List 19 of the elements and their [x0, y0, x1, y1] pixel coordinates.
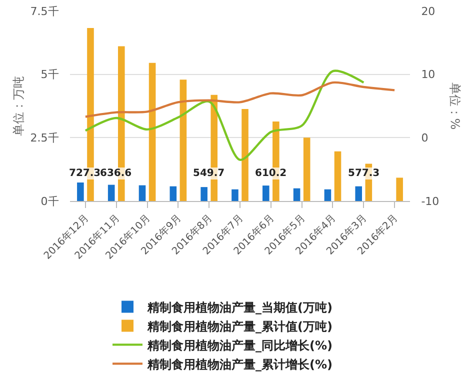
- y2-tick-label: 0: [421, 132, 428, 145]
- legend-label: 精制食用植物油产量_同比增长(%): [146, 338, 332, 352]
- y2-tick-label: -10: [421, 194, 440, 208]
- legend-label: 精制食用植物油产量_当期值(万吨): [146, 300, 332, 314]
- annotation: 636.6: [100, 168, 132, 179]
- annotation: 577.3: [348, 168, 380, 179]
- y-tick-label: 0千: [40, 194, 59, 208]
- y-tick-label: 2.5千: [30, 132, 59, 145]
- annotation: 727.3: [69, 168, 101, 179]
- annotation: 549.7: [193, 168, 225, 179]
- y-tick-label: 7.5千: [30, 4, 59, 18]
- legend-label: 精制食用植物油产量_累计增长(%): [146, 357, 332, 372]
- annotation: 610.2: [255, 168, 287, 179]
- y-tick-label: 5千: [40, 68, 59, 82]
- y2-tick-label: 10: [421, 68, 436, 82]
- y-axis-title: 单位：万吨: [12, 76, 26, 136]
- y2-axis-title: 单位：%: [448, 82, 462, 130]
- legend-label: 精制食用植物油产量_累计值(万吨): [146, 319, 332, 334]
- y2-tick-label: 20: [421, 4, 436, 18]
